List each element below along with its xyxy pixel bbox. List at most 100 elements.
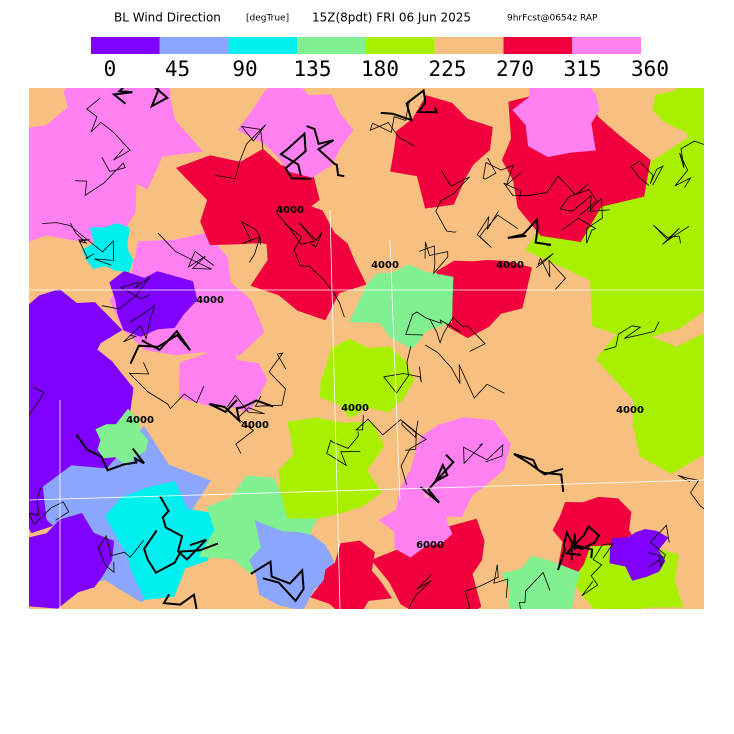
contour-line — [419, 453, 455, 504]
contour-line — [101, 276, 151, 310]
contour-label: 6000 — [416, 540, 444, 551]
wind-region — [29, 289, 123, 379]
title: BL Wind Direction — [114, 11, 221, 25]
contour-line — [275, 212, 323, 248]
contour-line — [128, 362, 205, 410]
wind-region — [390, 95, 493, 209]
contour-line — [674, 140, 704, 188]
color-bar-label: 360 — [631, 57, 669, 81]
contour-line — [162, 592, 198, 609]
color-swatch — [503, 37, 573, 54]
contour-line — [603, 321, 660, 351]
contour-line — [536, 253, 567, 291]
color-swatch — [91, 37, 160, 54]
contour-line — [226, 394, 265, 454]
wind-region — [109, 270, 198, 337]
contour-line — [75, 434, 145, 472]
contour-line — [400, 420, 427, 485]
contour-line — [463, 443, 504, 465]
color-swatch — [228, 37, 298, 54]
color-swatch — [434, 37, 504, 54]
contour-label: 4000 — [496, 260, 524, 271]
contour-line — [653, 224, 690, 245]
contour-label: 4000 — [241, 420, 269, 431]
wind-region — [371, 509, 485, 609]
wind-region — [378, 483, 453, 558]
contour-line — [464, 564, 509, 609]
border-line — [29, 479, 704, 501]
contour-line — [208, 399, 274, 424]
border-line — [329, 209, 341, 609]
contour-line — [74, 157, 126, 197]
contour-label: 4000 — [276, 205, 304, 216]
contour-line — [279, 131, 312, 180]
contour-label: 4000 — [371, 260, 399, 271]
color-bar-label: 225 — [429, 57, 467, 81]
wind-region — [29, 96, 137, 244]
contour-label: 4000 — [126, 415, 154, 426]
wind-region — [609, 529, 669, 581]
contour-line — [425, 344, 505, 399]
color-swatch — [572, 37, 641, 54]
contour-line — [111, 88, 169, 109]
contour-line — [29, 487, 70, 526]
contour-line — [383, 346, 422, 394]
map-area: 4000 4000 4000 4000 4000 4000 6000 4000 4000 — [29, 88, 704, 609]
contour-line — [561, 197, 603, 244]
contour-line — [129, 329, 191, 365]
contour-line — [159, 495, 207, 561]
contour-line — [518, 571, 551, 609]
wind-region — [29, 513, 114, 609]
contour-line — [142, 529, 219, 575]
contour-line — [419, 241, 449, 275]
contour-line — [559, 189, 610, 216]
contour-line — [215, 124, 267, 180]
wind-region — [652, 88, 704, 153]
contour-line — [503, 175, 590, 201]
contour-line — [435, 169, 470, 233]
contour-line — [123, 304, 156, 343]
wind-region — [501, 556, 581, 609]
contour-line — [482, 157, 522, 187]
contour-line — [647, 524, 670, 569]
contour-label: 4000 — [196, 295, 224, 306]
contour-line — [369, 100, 415, 147]
contour-line — [476, 210, 518, 248]
contour-label: 4000 — [341, 403, 369, 414]
color-bar-label: 315 — [564, 57, 602, 81]
contour-line — [507, 216, 552, 247]
wind-region — [63, 88, 203, 190]
wind-region — [595, 325, 704, 474]
contour-line — [97, 535, 145, 574]
contour-line — [254, 352, 287, 407]
contour-line — [677, 475, 704, 510]
color-swatch — [366, 37, 435, 54]
contour-label: 4000 — [616, 405, 644, 416]
contour-line — [380, 88, 438, 122]
wind-region — [178, 342, 268, 413]
contour-line — [42, 222, 115, 266]
wind-region — [249, 520, 337, 609]
color-bar-label: 45 — [165, 57, 190, 81]
forecast-info: 9hrFcst@0654z RAP — [507, 14, 598, 24]
wind-region — [512, 88, 600, 158]
wind-region — [434, 260, 532, 339]
contour-line — [408, 574, 433, 609]
contour-line — [306, 125, 345, 178]
contour-line — [86, 97, 131, 161]
contour-line — [429, 316, 486, 352]
wind-region — [104, 480, 220, 600]
color-swatch — [159, 37, 229, 54]
contour-line — [240, 220, 261, 263]
units: [degTrue] — [246, 14, 289, 24]
wind-region — [319, 338, 415, 419]
wind-region — [310, 540, 393, 609]
contour-line — [355, 415, 417, 451]
color-bar: 0 45 90 135 180 225 270 315 360 — [91, 37, 669, 81]
contour-line — [326, 431, 361, 467]
contour-line — [630, 160, 664, 186]
contour-line — [29, 387, 45, 417]
contour-line — [564, 524, 601, 561]
